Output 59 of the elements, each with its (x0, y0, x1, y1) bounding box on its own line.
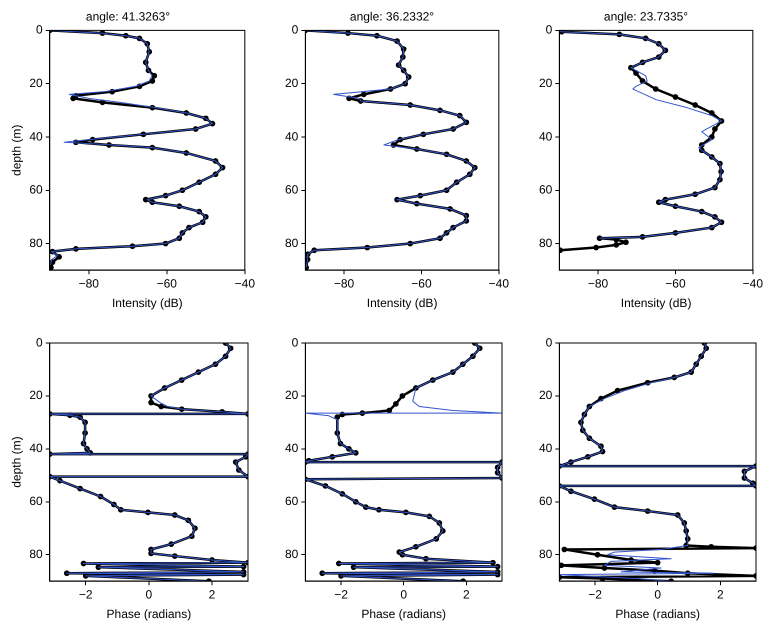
x-tick-label: −40 (234, 276, 256, 291)
x-axis-title: Intensity (dB) (620, 296, 692, 310)
y-tick-label: 80 (538, 547, 553, 562)
y-tick-label: 40 (284, 129, 299, 144)
y-tick-label: 20 (29, 388, 44, 402)
x-tick-label: −40 (488, 276, 510, 291)
x-tick-label: 2 (716, 588, 724, 602)
x-tick-label: −40 (742, 276, 764, 291)
x-tick-label: −80 (78, 276, 100, 291)
x-tick-label: 2 (208, 588, 216, 602)
x-tick-label: −80 (588, 276, 609, 291)
x-tick-label: 0 (654, 588, 662, 602)
y-tick-label: 20 (538, 76, 553, 90)
y-tick-label: 0 (36, 22, 44, 37)
chart-title: angle: 36.2332° (350, 10, 434, 24)
y-tick-label: 60 (538, 182, 553, 197)
y-tick-label: 60 (538, 494, 553, 508)
y-tick-label: 40 (538, 441, 553, 456)
x-tick-label: 2 (462, 588, 470, 602)
y-tick-label: 40 (29, 441, 44, 456)
y-tick-label: 0 (292, 22, 299, 37)
y-tick-label: 40 (538, 129, 553, 144)
x-tick-label: −60 (411, 276, 432, 291)
x-tick-label: 0 (400, 588, 408, 602)
x-tick-label: −2 (334, 588, 348, 602)
y-tick-label: 80 (29, 547, 44, 562)
x-tick-label: −2 (78, 588, 93, 602)
y-axis-title: depth (m) (10, 124, 24, 176)
y-tick-label: 80 (284, 236, 299, 250)
y-tick-label: 60 (284, 494, 299, 508)
y-tick-label: 40 (29, 129, 44, 144)
x-tick-label: 0 (146, 588, 153, 602)
y-tick-label: 0 (36, 335, 44, 350)
y-tick-label: 0 (546, 335, 553, 350)
x-tick-label: −2 (588, 588, 602, 602)
y-tick-label: 60 (284, 182, 299, 197)
chart-title: angle: 41.3263° (86, 10, 170, 24)
y-tick-label: 0 (546, 22, 553, 37)
y-tick-label: 60 (29, 494, 44, 508)
y-tick-label: 20 (29, 76, 44, 90)
x-tick-label: −80 (334, 276, 355, 291)
x-axis-title: Phase (radians) (615, 607, 700, 622)
y-tick-label: 80 (284, 547, 299, 562)
y-tick-label: 20 (538, 388, 553, 402)
y-tick-label: 0 (292, 335, 299, 350)
y-tick-label: 20 (284, 388, 299, 402)
y-axis-title: depth (m) (10, 436, 24, 488)
x-tick-label: −60 (665, 276, 686, 291)
x-axis-title: Intensity (dB) (366, 296, 438, 310)
x-axis-title: Phase (radians) (361, 607, 446, 622)
x-axis-title: Intensity (dB) (112, 296, 183, 310)
y-tick-label: 20 (284, 76, 299, 90)
y-tick-label: 60 (29, 182, 44, 197)
x-tick-label: −60 (156, 276, 178, 291)
y-tick-label: 80 (29, 236, 44, 250)
y-tick-label: 80 (538, 236, 553, 250)
x-axis-title: Phase (radians) (106, 607, 192, 622)
y-tick-label: 40 (284, 441, 299, 456)
chart-title: angle: 23.7335° (604, 10, 688, 24)
